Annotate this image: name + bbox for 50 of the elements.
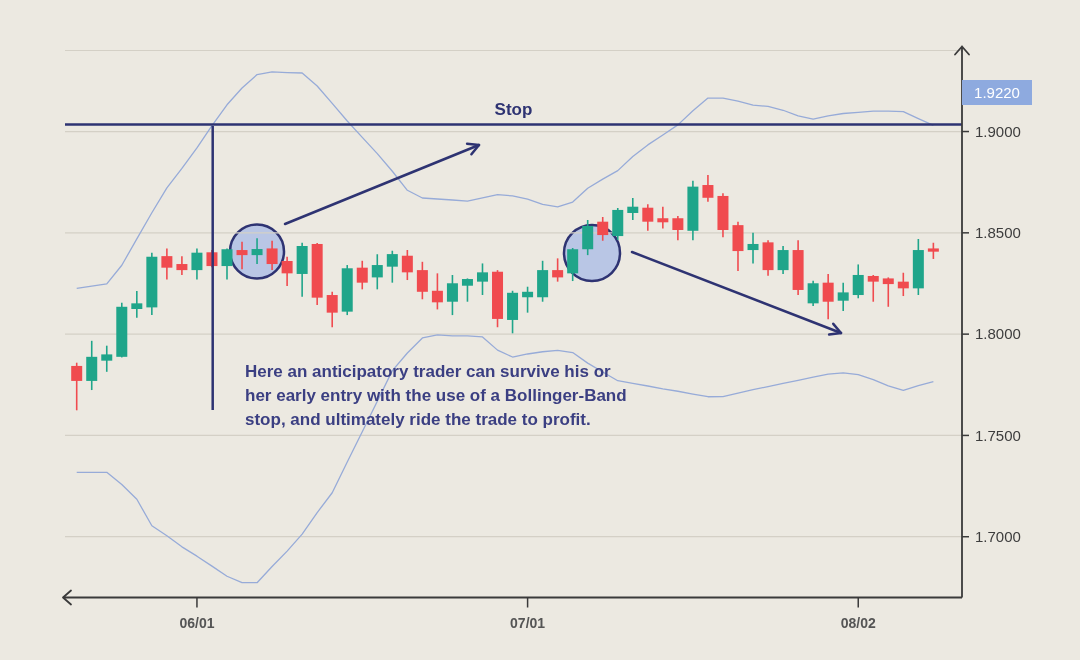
candlestick xyxy=(221,247,233,281)
candlestick xyxy=(777,245,789,275)
candlestick xyxy=(747,232,759,265)
y-tick-label: 1.7500 xyxy=(975,426,1021,444)
candlestick xyxy=(101,344,113,373)
y-tick-label: 1.9000 xyxy=(975,122,1021,140)
candlestick xyxy=(642,203,654,232)
x-tick-label: 06/01 xyxy=(179,614,215,631)
ref-line-label: Stop xyxy=(494,100,533,120)
candlestick xyxy=(71,361,83,412)
y-tick-label: 1.8500 xyxy=(975,224,1021,242)
candlestick xyxy=(476,262,488,296)
candlestick xyxy=(657,205,669,230)
candlestick xyxy=(882,276,894,308)
candlestick xyxy=(266,239,278,271)
y-tick-label: 1.7000 xyxy=(975,528,1021,546)
candlestick xyxy=(702,174,714,203)
candlestick xyxy=(431,272,443,311)
candlestick xyxy=(401,249,413,281)
candlestick xyxy=(597,216,609,242)
candlestick xyxy=(522,285,534,314)
line-series xyxy=(76,334,935,584)
candlestick xyxy=(191,247,203,281)
x-tick-label: 08/02 xyxy=(840,614,876,631)
candlestick xyxy=(552,257,564,283)
candlestick xyxy=(356,259,368,291)
candlestick xyxy=(236,240,248,271)
candlestick xyxy=(461,277,473,303)
candlestick xyxy=(867,274,879,303)
candlestick xyxy=(386,249,398,284)
candlestick xyxy=(807,279,819,307)
candlestick xyxy=(822,273,834,321)
text: 1.9220 xyxy=(962,80,1032,105)
candlestick xyxy=(161,247,173,281)
y-tick-label: 1.8000 xyxy=(975,325,1021,343)
candlestick xyxy=(281,255,293,287)
annotation: Here an anticipatory trader can survive his or her early entry with the use of a Bollinger-Band stop, and ultimately ride the trade to profit. xyxy=(245,361,628,431)
candlestick xyxy=(837,281,849,312)
candlestick xyxy=(416,261,428,301)
candlestick xyxy=(251,237,263,265)
candlestick xyxy=(582,219,594,256)
candlestick xyxy=(852,263,864,300)
candlestick xyxy=(371,253,383,291)
candlestick xyxy=(672,215,684,241)
candlestick xyxy=(446,274,458,316)
x-tick-label: 07/01 xyxy=(510,614,546,631)
candlestick xyxy=(627,197,639,221)
candlestick xyxy=(176,255,188,276)
candlestick xyxy=(131,290,143,319)
candlestick xyxy=(326,290,338,329)
